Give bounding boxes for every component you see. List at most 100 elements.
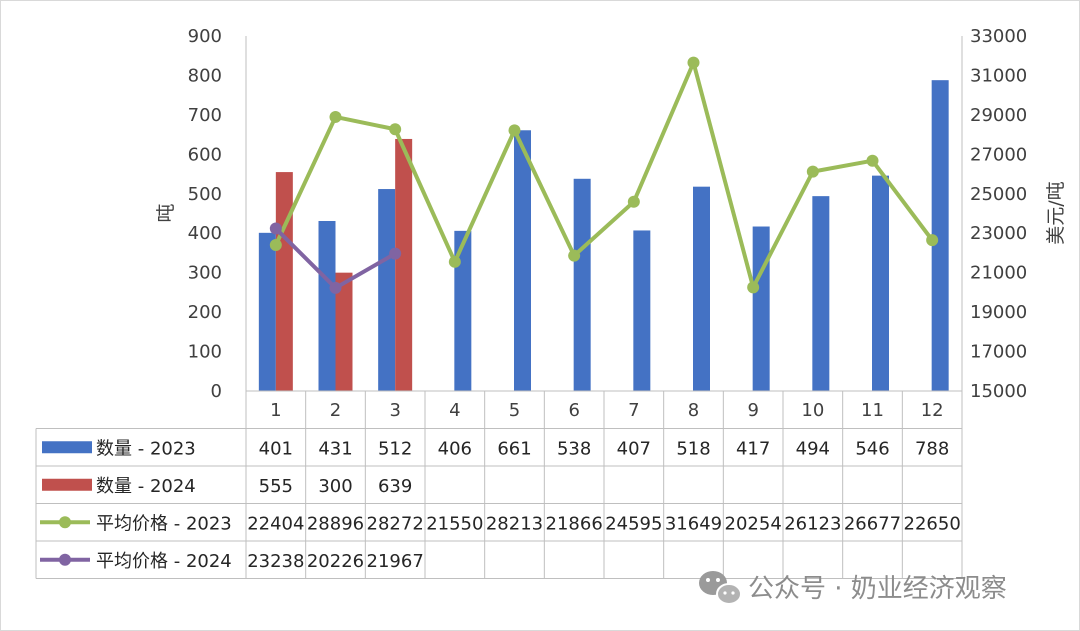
bar-qty-2023-1	[258, 232, 276, 391]
y-left-tick-label: 600	[188, 144, 222, 165]
data-label: 28213	[486, 513, 543, 534]
bar-layer	[258, 80, 949, 391]
wechat-icon	[699, 571, 742, 605]
data-label: 401	[259, 438, 293, 459]
y-right-tick-label: 21000	[970, 263, 1027, 284]
y-right-tick-label: 31000	[970, 65, 1027, 86]
point-price-2023	[806, 165, 819, 178]
legend-label: 平均价格 - 2023	[96, 513, 232, 534]
point-price-2023	[568, 249, 581, 262]
y-left-tick-label: 400	[188, 223, 222, 244]
data-label: 20254	[725, 513, 782, 534]
y-left-tick-label: 700	[188, 105, 222, 126]
data-label: 22650	[904, 513, 961, 534]
point-price-2024	[389, 247, 402, 260]
y-right-tick-label: 23000	[970, 223, 1027, 244]
data-label: 26677	[844, 513, 901, 534]
y-left-tick-label: 300	[188, 263, 222, 284]
legend-swatch	[42, 478, 92, 491]
data-label: 26123	[784, 513, 841, 534]
watermark-text: 公众号 · 奶业经济观察	[748, 574, 1007, 604]
legend-label: 平均价格 - 2024	[96, 551, 232, 572]
bar-qty-2023-4	[454, 230, 472, 391]
line-layer	[269, 56, 939, 294]
y-right-tick-label: 15000	[970, 381, 1027, 402]
x-tick-label: 12	[921, 400, 944, 421]
line-price-2023	[274, 60, 934, 290]
data-label: 21550	[426, 513, 483, 534]
bar-qty-2023-5	[514, 130, 531, 391]
data-label: 546	[855, 438, 889, 459]
bar-qty-2023-7	[633, 230, 651, 391]
point-price-2024	[329, 281, 342, 294]
y-right-tick-label: 25000	[970, 184, 1027, 205]
point-price-2023	[866, 154, 879, 167]
point-price-2023	[448, 255, 461, 268]
y-right-tick-label: 17000	[970, 342, 1027, 363]
point-price-2023	[747, 281, 760, 294]
bar-qty-2023-9	[752, 226, 770, 391]
y-left-tick-label: 0	[211, 381, 222, 402]
y-left-tick-label: 800	[188, 65, 222, 86]
point-price-2023	[687, 56, 700, 69]
y-right-tick-label: 27000	[970, 144, 1027, 165]
x-tick-label: 6	[568, 400, 579, 421]
point-price-2023	[329, 110, 342, 123]
y-left-tick-label: 100	[188, 342, 222, 363]
point-price-2023	[627, 195, 640, 208]
bar-qty-2024-2	[335, 272, 353, 391]
bar-qty-2024-3	[395, 138, 413, 391]
data-label: 28272	[367, 513, 424, 534]
bar-qty-2023-6	[573, 178, 591, 391]
watermark: 公众号 · 奶业经济观察	[699, 571, 1007, 605]
data-label: 300	[318, 476, 352, 497]
point-price-2023	[269, 238, 282, 251]
data-label: 31649	[665, 513, 722, 534]
legend-swatch	[42, 441, 92, 454]
legend-label: 数量 - 2023	[96, 438, 196, 459]
y-right-tick-label: 19000	[970, 302, 1027, 323]
x-tick-label: 8	[688, 400, 699, 421]
y-right-tick-label: 33000	[970, 26, 1027, 47]
data-label: 22404	[247, 513, 304, 534]
data-label: 555	[259, 476, 293, 497]
data-label: 417	[736, 438, 770, 459]
bar-qty-2023-12	[931, 80, 949, 391]
data-label: 21967	[367, 551, 424, 572]
data-label: 28896	[307, 513, 364, 534]
legend-marker	[59, 516, 71, 529]
data-label: 407	[617, 438, 651, 459]
point-price-2024	[269, 222, 282, 235]
y-left-tick-label: 500	[188, 184, 222, 205]
data-label: 431	[318, 438, 352, 459]
y-left-tick-label: 200	[188, 302, 222, 323]
data-label: 21866	[546, 513, 603, 534]
data-label: 639	[378, 476, 412, 497]
y-axis-left-title: 吨	[155, 203, 177, 222]
data-label: 788	[915, 438, 949, 459]
data-label: 518	[676, 438, 710, 459]
x-tick-label: 9	[747, 400, 758, 421]
data-label: 23238	[247, 551, 304, 572]
bar-qty-2023-2	[318, 220, 336, 391]
bar-qty-2023-3	[378, 189, 396, 391]
y-right-tick-label: 29000	[970, 105, 1027, 126]
point-price-2023	[389, 123, 402, 136]
data-label: 512	[378, 438, 412, 459]
x-tick-label: 7	[628, 400, 639, 421]
x-tick-label: 1	[270, 400, 281, 421]
bar-qty-2023-11	[872, 175, 889, 391]
data-label: 24595	[605, 513, 662, 534]
y-axis-right-title: 美元/吨	[1045, 181, 1067, 244]
point-price-2023	[926, 234, 939, 247]
bar-qty-2023-10	[812, 196, 830, 391]
x-tick-label: 10	[801, 400, 824, 421]
x-tick-label: 4	[449, 400, 460, 421]
data-label: 538	[557, 438, 591, 459]
x-tick-label: 3	[389, 400, 400, 421]
data-label: 406	[438, 438, 472, 459]
point-price-2023	[508, 124, 521, 137]
legend-marker	[59, 553, 71, 566]
